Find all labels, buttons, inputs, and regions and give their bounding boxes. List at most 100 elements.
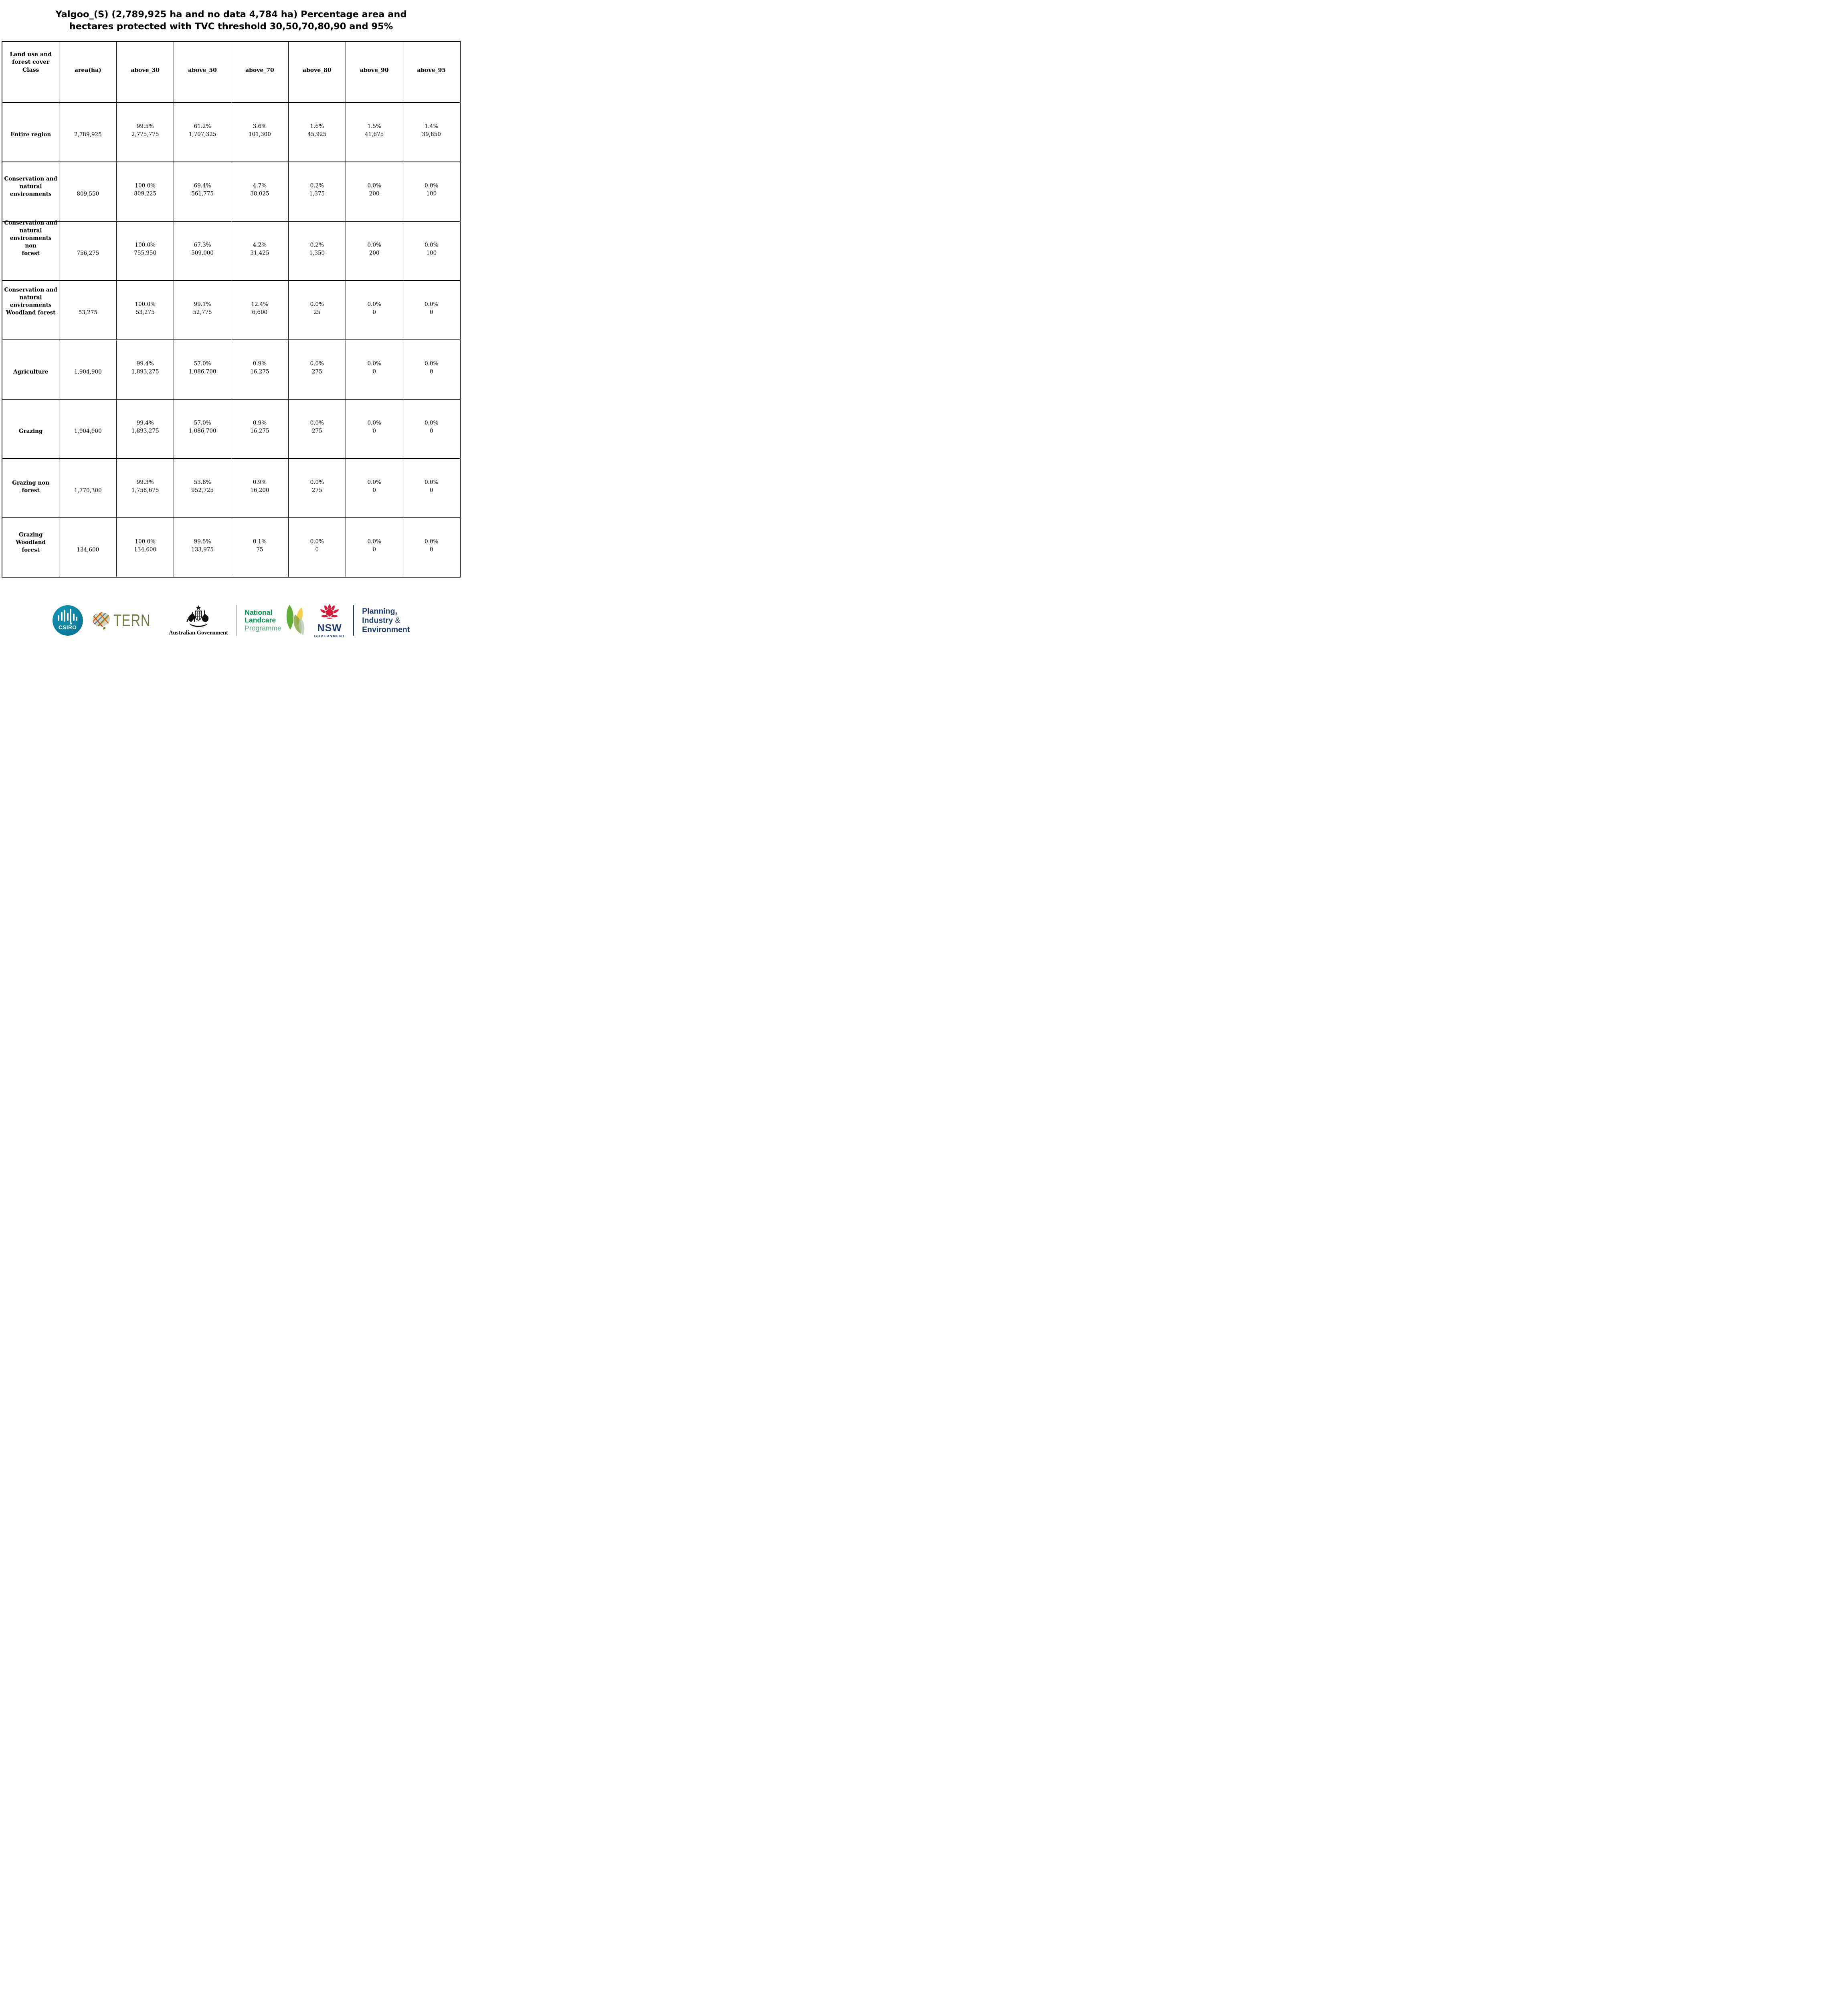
col-header-above-30: above_30 — [116, 41, 174, 103]
cell-above-80: 0.2% 1,375 — [288, 162, 346, 222]
cell-above-30: 99.4% 1,893,275 — [116, 339, 174, 400]
cell-above-50: 53.8% 952,725 — [174, 458, 231, 518]
cell-above-30: 99.5% 2,775,775 — [116, 102, 174, 162]
cell-area: 134,600 — [59, 517, 117, 578]
cell-above-50: 69.4% 561,775 — [174, 162, 231, 222]
cell-above-80: 0.0% 275 — [288, 458, 346, 518]
row-class-label: Conservation and natural environments no… — [2, 220, 60, 281]
tern-logo: TERN — [91, 610, 161, 630]
csiro-logo: CSIRO — [52, 605, 83, 636]
cell-above-30: 100.0% 755,950 — [116, 221, 174, 281]
cell-above-70: 4.2% 31,425 — [231, 221, 289, 281]
landcare-wordmark: National Landcare Programme — [245, 608, 281, 632]
row-class-label: Agriculture — [2, 339, 60, 400]
cell-above-80: 1.6% 45,925 — [288, 102, 346, 162]
cell-above-80: 0.0% 25 — [288, 280, 346, 340]
cell-above-95: 0.0% 0 — [402, 280, 461, 340]
cell-above-95: 0.0% 0 — [402, 517, 461, 578]
footer-logos: CSIRO TERN — [0, 600, 462, 640]
cell-above-95: 0.0% 0 — [402, 399, 461, 459]
cell-above-80: 0.0% 275 — [288, 399, 346, 459]
cell-above-30: 99.3% 1,758,675 — [116, 458, 174, 518]
cell-above-90: 0.0% 0 — [345, 399, 403, 459]
table-row: Conservation and natural environments no… — [2, 220, 461, 281]
row-class-label: Entire region — [2, 102, 60, 162]
cell-above-95: 1.4% 39,850 — [402, 102, 461, 162]
col-header-class: Land use and forest cover Class — [2, 41, 60, 103]
table-row: Entire region 2,789,925 99.5% 2,775,775 6… — [2, 102, 461, 162]
cell-above-50: 99.1% 52,775 — [174, 280, 231, 340]
title-line-1: Yalgoo_(S) (2,789,925 ha and no data 4,7… — [55, 9, 407, 20]
tern-australia-map-icon — [92, 612, 110, 630]
coat-of-arms-icon — [186, 605, 209, 627]
table-row: Grazing non forest 1,770,300 99.3% 1,758,… — [2, 458, 461, 518]
cell-above-50: 67.3% 509,000 — [174, 221, 231, 281]
col-header-above-80: above_80 — [288, 41, 346, 103]
waratah-icon — [319, 603, 340, 620]
cell-area: 1,770,300 — [59, 458, 117, 518]
footer-divider — [236, 605, 237, 636]
cell-area: 1,904,900 — [59, 399, 117, 459]
cell-above-90: 0.0% 0 — [345, 280, 403, 340]
cell-above-30: 100.0% 134,600 — [116, 517, 174, 578]
national-landcare-programme-logo: National Landcare Programme — [245, 604, 306, 637]
table-row: Agriculture 1,904,900 99.4% 1,893,275 57.… — [2, 339, 461, 400]
cell-above-95: 0.0% 0 — [402, 458, 461, 518]
cell-above-70: 0.9% 16,275 — [231, 339, 289, 400]
page-title: Yalgoo_(S) (2,789,925 ha and no data 4,7… — [0, 8, 462, 33]
cell-area: 756,275 — [59, 221, 117, 281]
cell-above-80: 0.0% 275 — [288, 339, 346, 400]
cell-above-50: 57.0% 1,086,700 — [174, 339, 231, 400]
planning-line-2: Industry & — [362, 616, 400, 625]
cell-area: 809,550 — [59, 162, 117, 222]
cell-above-95: 0.0% 100 — [402, 221, 461, 281]
row-class-label: Conservation and natural environments Wo… — [2, 280, 60, 340]
csiro-dot-icon — [70, 622, 72, 624]
planning-line-3: Environment — [362, 625, 410, 634]
cell-above-30: 100.0% 53,275 — [116, 280, 174, 340]
table-row: Conservation and natural environments 80… — [2, 162, 461, 222]
row-class-label: Conservation and natural environments — [2, 162, 60, 222]
col-header-area: area(ha) — [59, 41, 117, 103]
cell-above-80: 0.2% 1,350 — [288, 221, 346, 281]
landcare-leaves-icon — [286, 605, 305, 635]
title-line-2: hectares protected with TVC threshold 30… — [69, 21, 393, 32]
report-page: Yalgoo_(S) (2,789,925 ha and no data 4,7… — [0, 0, 462, 640]
col-header-above-50: above_50 — [174, 41, 231, 103]
cell-above-95: 0.0% 0 — [402, 339, 461, 400]
table-row: Grazing 1,904,900 99.4% 1,893,275 57.0% 1,… — [2, 399, 461, 459]
cell-above-70: 3.6% 101,300 — [231, 102, 289, 162]
cell-above-95: 0.0% 100 — [402, 162, 461, 222]
row-class-label: Grazing non forest — [2, 458, 60, 518]
col-header-above-95: above_95 — [402, 41, 461, 103]
header-row: Land use and forest cover Class area(ha)… — [2, 41, 461, 103]
csiro-waveform-icon — [53, 609, 83, 622]
cell-above-70: 0.9% 16,200 — [231, 458, 289, 518]
cell-above-70: 4.7% 38,025 — [231, 162, 289, 222]
row-class-label: Grazing — [2, 399, 60, 459]
cell-above-90: 0.0% 200 — [345, 162, 403, 222]
cell-above-70: 12.4% 6,600 — [231, 280, 289, 340]
cell-area: 1,904,900 — [59, 339, 117, 400]
col-header-above-90: above_90 — [345, 41, 403, 103]
planning-industry-environment-logo: Planning, Industry & Environment — [362, 607, 410, 634]
cell-above-50: 61.2% 1,707,325 — [174, 102, 231, 162]
cell-area: 2,789,925 — [59, 102, 117, 162]
table-row: Grazing Woodland forest 134,600 100.0% 13… — [2, 517, 461, 578]
cell-above-80: 0.0% 0 — [288, 517, 346, 578]
australian-government-logo: Australian Government — [169, 604, 228, 636]
table-row: Conservation and natural environments Wo… — [2, 280, 461, 340]
row-class-label: Grazing Woodland forest — [2, 517, 60, 578]
cell-above-70: 0.1% 75 — [231, 517, 289, 578]
cell-above-90: 1.5% 41,675 — [345, 102, 403, 162]
nsw-government-logo: NSW GOVERNMENT — [314, 603, 345, 638]
cell-above-30: 100.0% 809,225 — [116, 162, 174, 222]
cell-above-50: 99.5% 133,975 — [174, 517, 231, 578]
tvc-threshold-table: Land use and forest cover Class area(ha)… — [2, 41, 461, 578]
cell-above-90: 0.0% 0 — [345, 458, 403, 518]
cell-above-50: 57.0% 1,086,700 — [174, 399, 231, 459]
cell-area: 53,275 — [59, 280, 117, 340]
cell-above-90: 0.0% 0 — [345, 517, 403, 578]
cell-above-30: 99.4% 1,893,275 — [116, 399, 174, 459]
col-header-above-70: above_70 — [231, 41, 289, 103]
